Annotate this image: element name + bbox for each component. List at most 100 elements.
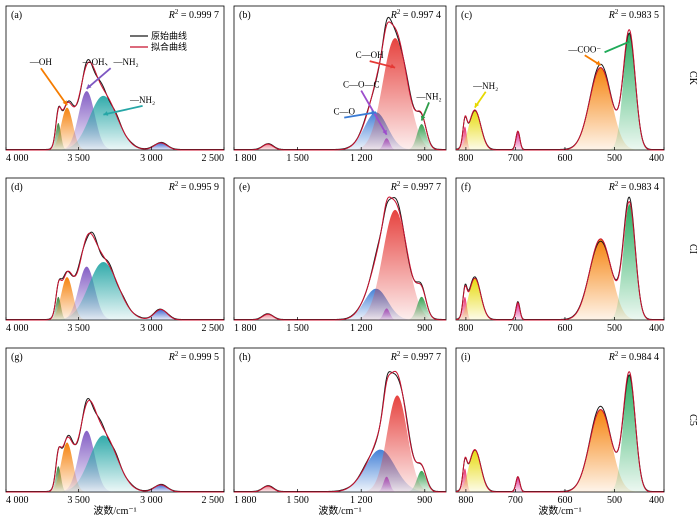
annotation-label: C—O (333, 107, 355, 117)
x-tick-label: 700 (508, 323, 523, 334)
r-squared-label: R2 = 0.999 7 (168, 8, 219, 21)
fitted-peak (456, 67, 664, 150)
x-tick-label: 2 500 (202, 495, 225, 506)
x-tick-label: 400 (649, 323, 664, 334)
row-label: CK (687, 71, 698, 86)
fitted-peak (6, 442, 224, 492)
arrow-head (371, 110, 377, 116)
x-tick-label: 3 500 (67, 323, 90, 334)
x-tick-label: 2 500 (202, 323, 225, 334)
x-tick-label: 1 500 (286, 323, 309, 334)
annotation-arrow (344, 111, 377, 119)
fitted-peak (6, 107, 224, 150)
fitted-curve (6, 232, 224, 321)
x-tick-label: 4 000 (6, 153, 29, 164)
panel-label: (a) (11, 10, 22, 21)
fitted-peak (234, 209, 446, 320)
x-tick-label: 3 000 (140, 495, 163, 506)
x-tick-label: 1 500 (286, 495, 309, 506)
fitted-peak (6, 262, 224, 320)
x-tick-label: 400 (649, 153, 664, 164)
fitted-peak (456, 374, 664, 492)
x-tick-label: 900 (417, 153, 432, 164)
x-tick-label: 1 200 (350, 323, 373, 334)
x-tick-label: 1 800 (234, 153, 257, 164)
x-tick-label: 700 (508, 153, 523, 164)
annotation-arrow (86, 67, 112, 90)
fitted-curve (455, 29, 664, 151)
x-tick-label: 500 (607, 495, 622, 506)
x-tick-label: 600 (557, 495, 572, 506)
arrow-head (382, 129, 387, 135)
arrow-head (103, 111, 109, 116)
fitted-peak (456, 449, 664, 492)
arrow-head (420, 115, 426, 121)
legend-label: 拟合曲线 (151, 41, 187, 52)
panel-label: (f) (461, 182, 471, 193)
x-tick-label: 1 200 (350, 153, 373, 164)
annotation-label: —OH (29, 57, 52, 67)
fitted-peak (6, 95, 224, 150)
x-tick-label: 400 (649, 495, 664, 506)
panel-label: (i) (461, 352, 470, 363)
panel-b: 1 800 1 500 1 200 900 (b) R2 = 0.997 4 C—OH C—O… (233, 5, 447, 164)
r-squared-label: R2 = 0.999 5 (168, 350, 219, 363)
x-axis-label: 波数/cm⁻¹ (538, 504, 581, 517)
panel-h: 1 800 1 500 1 200 900 (h) R2 = 0.997 7 (233, 347, 447, 506)
row-label: C5 (687, 414, 698, 426)
fitted-peak (456, 278, 664, 320)
fitted-curve (234, 21, 447, 151)
fitted-peak (456, 110, 664, 150)
annotation-arrow (604, 40, 630, 54)
arrow-head (390, 63, 396, 69)
legend-label: 原始曲线 (151, 30, 187, 41)
x-tick-label: 800 (458, 495, 473, 506)
x-tick-label: 800 (458, 153, 473, 164)
fitted-peak (456, 238, 664, 320)
fitted-peak (456, 204, 664, 320)
r-squared-label: R2 = 0.997 7 (390, 350, 441, 363)
annotation-label: C—O—C (343, 80, 380, 90)
x-tick-label: 3 000 (140, 153, 163, 164)
x-axis-label: 波数/cm⁻¹ (318, 504, 361, 517)
annotation-arrow (40, 67, 68, 106)
x-tick-label: 1 500 (286, 153, 309, 164)
r-squared-label: R2 = 0.984 4 (608, 350, 659, 363)
x-tick-label: 4 000 (6, 495, 29, 506)
panel-e: 1 800 1 500 1 200 900 (e) R2 = 0.997 7 (233, 177, 447, 334)
r-squared-label: R2 = 0.997 7 (390, 180, 441, 193)
fitted-peak (6, 484, 224, 492)
arrow-head (86, 83, 92, 89)
x-tick-label: 3 500 (67, 495, 90, 506)
fitted-peak (456, 409, 664, 492)
annotation-label: —NH₂ (129, 95, 155, 105)
arrow-head (595, 60, 601, 66)
panel-label: (e) (239, 182, 250, 193)
fitted-peak (234, 395, 446, 492)
x-tick-label: 1 800 (234, 323, 257, 334)
annotation-label: C—OH (356, 50, 385, 60)
fitted-peak (6, 277, 224, 320)
fitted-peak (234, 38, 446, 150)
panel-f: 800 700 600 500 400 (f) R2 = 0.983 4 (455, 177, 665, 334)
fitted-curve (455, 371, 664, 493)
fitted-peak (6, 142, 224, 150)
x-axis-label: 波数/cm⁻¹ (93, 504, 136, 517)
x-tick-label: 600 (557, 153, 572, 164)
panel-label: (g) (11, 352, 23, 363)
panel-a: 4 000 3 500 3 000 2 500 (a) R2 = 0.999 7 —OH —O… (5, 5, 225, 164)
panel-label: (b) (239, 10, 251, 21)
x-tick-label: 500 (607, 153, 622, 164)
x-tick-label: 1 200 (350, 495, 373, 506)
r-squared-label: R2 = 0.997 4 (390, 8, 441, 21)
fitted-peak (6, 435, 224, 492)
x-tick-label: 2 500 (202, 153, 225, 164)
r-squared-label: R2 = 0.983 4 (608, 180, 659, 193)
fitted-curve (6, 399, 224, 493)
x-tick-label: 4 000 (6, 323, 29, 334)
panel-g: 4 000 3 500 3 000 2 500 (g) R2 = 0.999 5 (5, 347, 225, 506)
x-tick-label: 900 (417, 495, 432, 506)
x-tick-label: 3 000 (140, 323, 163, 334)
